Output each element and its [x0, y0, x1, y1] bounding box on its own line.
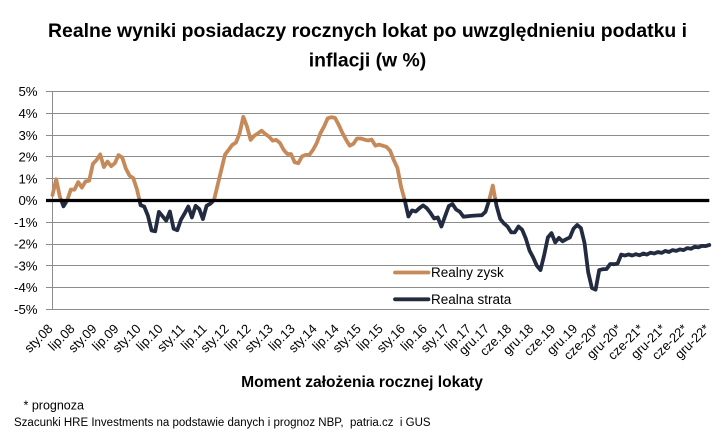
svg-text:2%: 2% [18, 150, 37, 165]
svg-text:-2%: -2% [14, 237, 38, 252]
svg-text:5%: 5% [18, 84, 37, 99]
svg-text:3%: 3% [18, 128, 37, 143]
svg-text:-1%: -1% [14, 215, 38, 230]
svg-text:-5%: -5% [14, 302, 38, 317]
svg-text:0%: 0% [18, 193, 37, 208]
svg-text:4%: 4% [18, 106, 37, 121]
svg-text:1%: 1% [18, 171, 37, 186]
svg-text:inflacji (w %): inflacji (w %) [309, 50, 426, 72]
svg-text:Realne wyniki posiadaczy roczn: Realne wyniki posiadaczy rocznych lokat … [48, 20, 687, 42]
svg-text:* prognoza: * prognoza [24, 399, 85, 413]
svg-text:Moment założenia rocznej lokat: Moment założenia rocznej lokaty [241, 374, 483, 391]
svg-text:Realna strata: Realna strata [431, 292, 512, 307]
svg-text:Realny zysk: Realny zysk [431, 265, 504, 280]
svg-text:Szacunki HRE Investments na po: Szacunki HRE Investments na podstawie da… [14, 417, 431, 429]
svg-text:-4%: -4% [14, 280, 38, 295]
svg-text:-3%: -3% [14, 258, 38, 273]
